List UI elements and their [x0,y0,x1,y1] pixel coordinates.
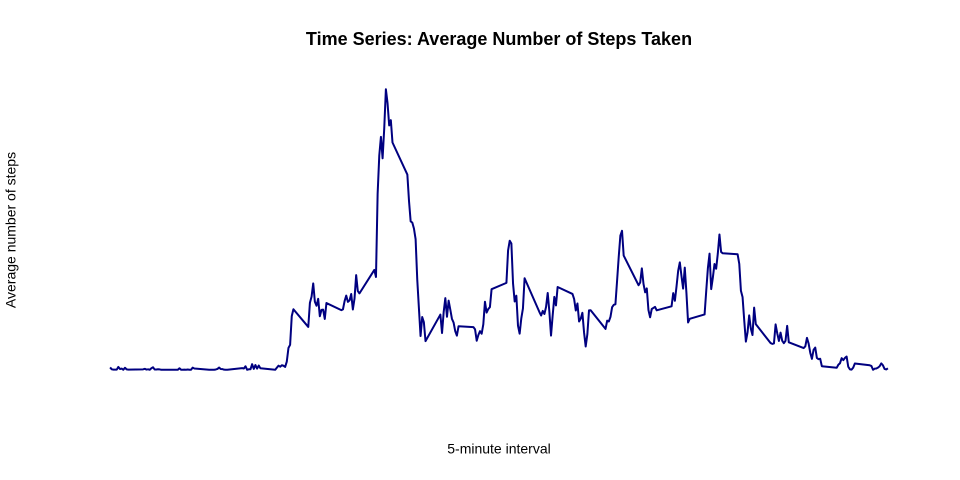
data-line [109,88,889,371]
chart-title: Time Series: Average Number of Steps Tak… [306,29,692,49]
x-axis-label: 5-minute interval [447,441,551,457]
y-axis-label: Average number of steps [3,152,19,308]
